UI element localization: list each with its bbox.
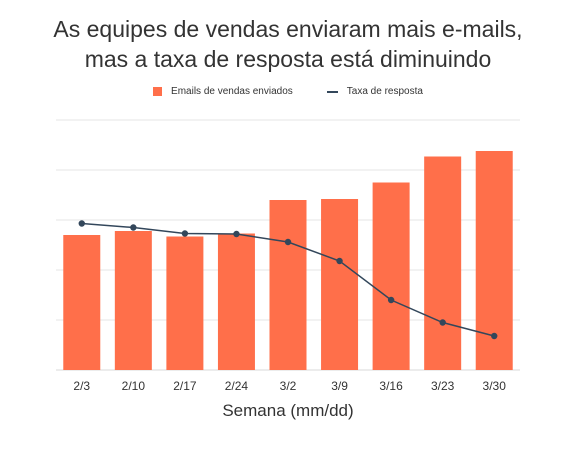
bar-2/10[interactable] <box>114 231 152 370</box>
legend-label-response-rate: Taxa de resposta <box>346 86 423 97</box>
bar-3/2[interactable] <box>269 200 307 370</box>
x-tick-label: 2/24 <box>225 379 249 393</box>
response-rate-point-3/30[interactable] <box>491 332 498 340</box>
legend-item-emails[interactable]: Emails de vendas enviados <box>153 86 293 97</box>
response-rate-point-2/3[interactable] <box>78 220 85 227</box>
response-rate-point-3/23[interactable] <box>439 319 446 326</box>
response-rate-point-2/17[interactable] <box>181 230 189 237</box>
x-tick-label: 3/23 <box>431 379 455 393</box>
x-axis-label: Semana (mm/dd) <box>222 401 354 420</box>
bar-2/17[interactable] <box>166 236 204 371</box>
x-tick-labels: 2/3 2/10 2/17 2/24 3/2 3/9 3/16 3/23 3/30 <box>73 379 506 393</box>
response-rate-point-3/9[interactable] <box>336 257 343 265</box>
x-tick-label: 3/16 <box>379 379 403 393</box>
legend-swatch-bar <box>153 87 163 96</box>
legend-item-response-rate[interactable]: Taxa de resposta <box>326 86 423 97</box>
x-tick-label: 2/17 <box>173 379 197 393</box>
line-series <box>78 220 498 340</box>
bar-series <box>63 151 513 371</box>
legend: Emails de vendas enviados Taxa de respos… <box>0 86 576 97</box>
x-tick-label: 2/10 <box>122 379 146 393</box>
bar-3/23[interactable] <box>424 156 462 371</box>
response-rate-point-3/2[interactable] <box>284 238 292 246</box>
x-tick-label: 2/3 <box>73 379 90 393</box>
bar-3/16[interactable] <box>372 182 410 371</box>
x-tick-label: 3/9 <box>331 379 348 393</box>
x-tick-label: 3/30 <box>483 379 507 393</box>
chart-title-line-1: As equipes de vendas enviaram mais e-mai… <box>53 16 523 42</box>
response-rate-point-2/24[interactable] <box>233 230 240 238</box>
response-rate-point-3/16[interactable] <box>387 296 395 304</box>
legend-label-emails: Emails de vendas enviados <box>171 86 293 97</box>
bar-2/3[interactable] <box>63 235 101 370</box>
bar-3/9[interactable] <box>321 199 359 370</box>
chart-title: As equipes de vendas enviaram mais e-mai… <box>0 14 576 74</box>
legend-swatch-line <box>326 90 338 93</box>
chart-title-line-2: mas a taxa de resposta está diminuindo <box>84 46 492 72</box>
bar-2/24[interactable] <box>217 233 255 371</box>
response-rate-point-2/10[interactable] <box>130 224 137 231</box>
x-tick-label: 3/2 <box>280 379 297 393</box>
